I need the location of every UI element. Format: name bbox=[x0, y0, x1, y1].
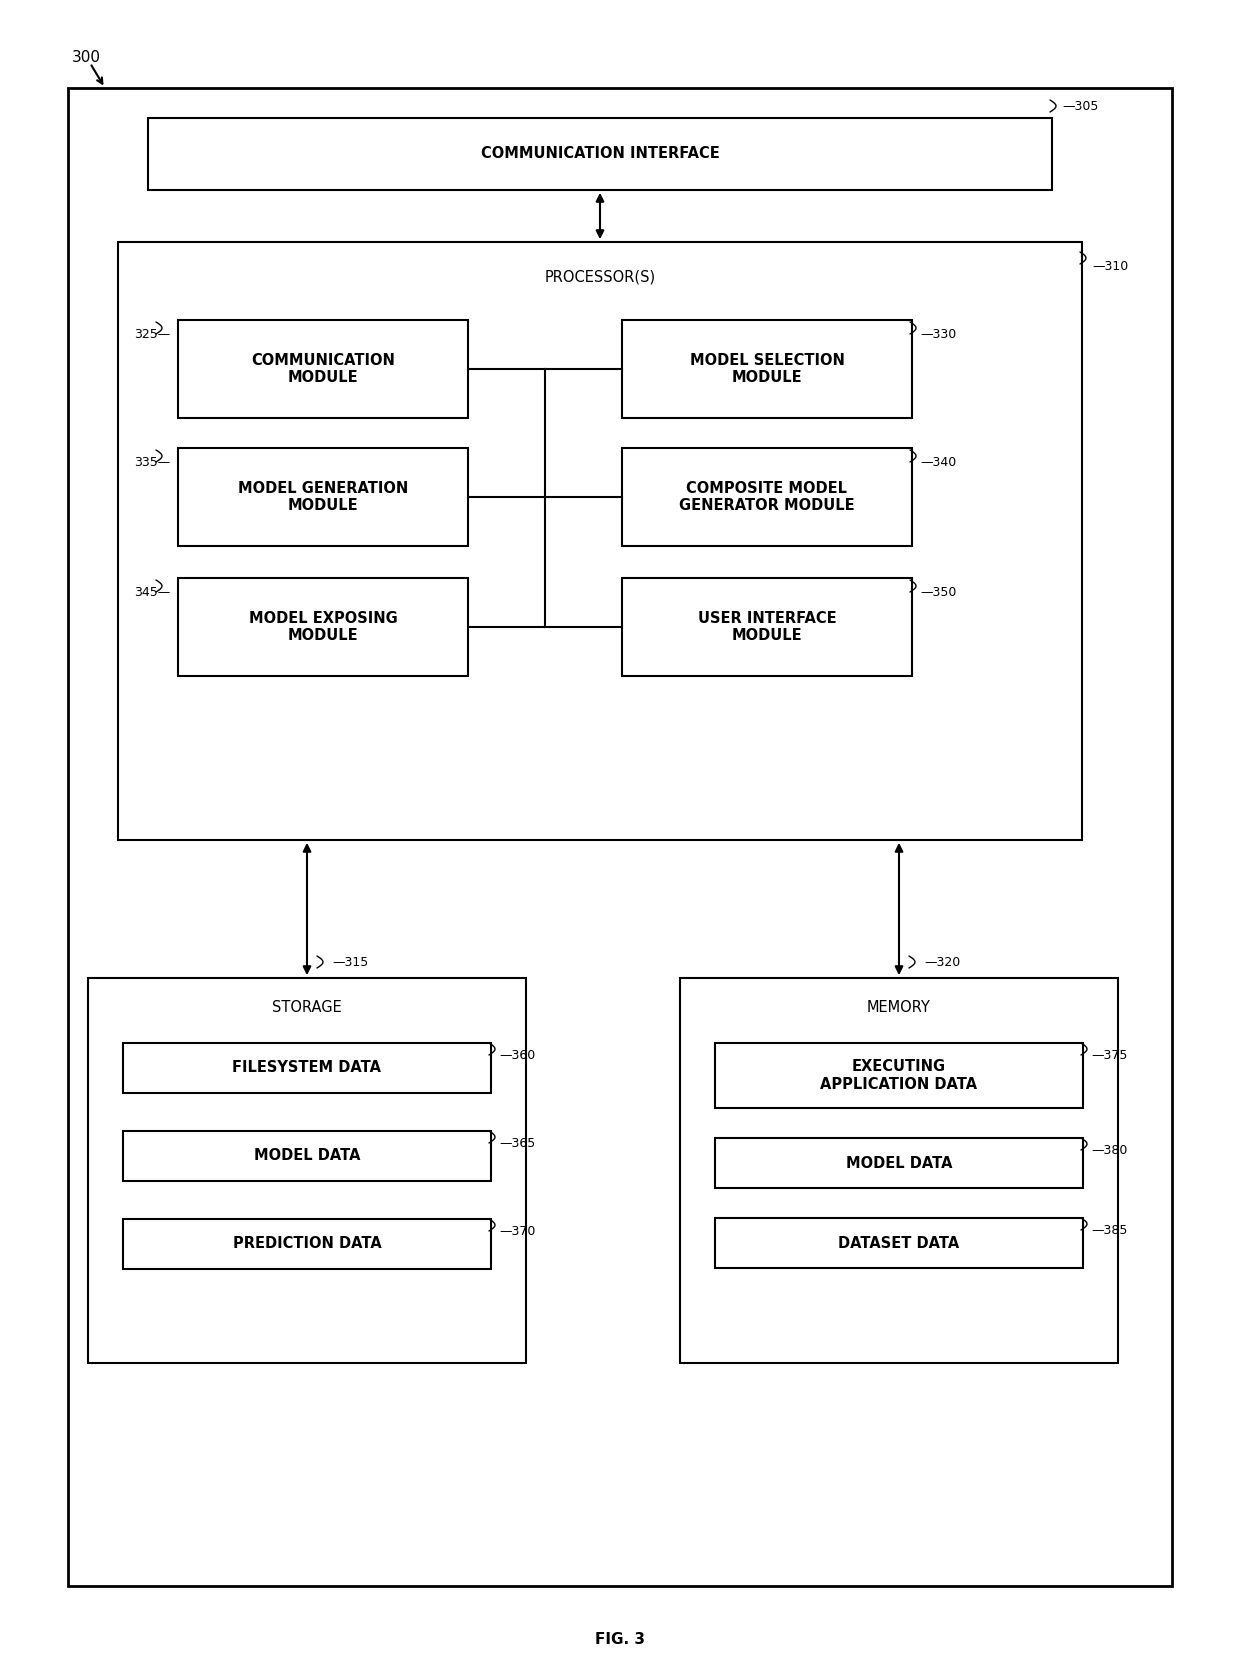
Text: MODEL GENERATION
MODULE: MODEL GENERATION MODULE bbox=[238, 480, 408, 514]
Text: USER INTERFACE
MODULE: USER INTERFACE MODULE bbox=[698, 611, 836, 643]
Text: FILESYSTEM DATA: FILESYSTEM DATA bbox=[233, 1061, 382, 1076]
Text: —320: —320 bbox=[924, 957, 960, 969]
Bar bbox=[179, 578, 467, 677]
Text: —365: —365 bbox=[498, 1137, 536, 1150]
Bar bbox=[88, 977, 526, 1363]
Text: —370: —370 bbox=[498, 1226, 536, 1237]
Text: —310: —310 bbox=[1092, 260, 1128, 274]
Text: STORAGE: STORAGE bbox=[272, 1001, 342, 1016]
Bar bbox=[622, 448, 911, 546]
Bar bbox=[179, 321, 467, 418]
Text: 325—: 325— bbox=[134, 327, 170, 341]
Text: 300: 300 bbox=[72, 50, 100, 65]
Text: MEMORY: MEMORY bbox=[867, 1001, 931, 1016]
Bar bbox=[118, 242, 1083, 839]
Text: —380: —380 bbox=[1091, 1143, 1127, 1157]
Bar bbox=[123, 1219, 491, 1269]
Text: EXECUTING
APPLICATION DATA: EXECUTING APPLICATION DATA bbox=[821, 1059, 977, 1091]
Text: COMPOSITE MODEL
GENERATOR MODULE: COMPOSITE MODEL GENERATOR MODULE bbox=[680, 480, 854, 514]
Text: —315: —315 bbox=[332, 957, 368, 969]
Bar bbox=[179, 448, 467, 546]
Text: MODEL DATA: MODEL DATA bbox=[254, 1148, 361, 1164]
Bar bbox=[123, 1132, 491, 1180]
Text: MODEL DATA: MODEL DATA bbox=[846, 1155, 952, 1170]
Text: MODEL SELECTION
MODULE: MODEL SELECTION MODULE bbox=[689, 353, 844, 384]
Text: —330: —330 bbox=[920, 327, 956, 341]
Text: —340: —340 bbox=[920, 457, 956, 468]
Text: COMMUNICATION
MODULE: COMMUNICATION MODULE bbox=[250, 353, 394, 384]
Text: PROCESSOR(S): PROCESSOR(S) bbox=[544, 270, 656, 284]
Text: 335—: 335— bbox=[134, 457, 170, 468]
Text: —375: —375 bbox=[1091, 1049, 1127, 1063]
Bar bbox=[148, 118, 1052, 190]
Text: PREDICTION DATA: PREDICTION DATA bbox=[233, 1236, 382, 1251]
Bar bbox=[715, 1043, 1083, 1108]
Text: —385: —385 bbox=[1091, 1224, 1127, 1237]
Bar bbox=[622, 321, 911, 418]
Bar bbox=[68, 87, 1172, 1587]
Text: —360: —360 bbox=[498, 1049, 536, 1063]
Text: COMMUNICATION INTERFACE: COMMUNICATION INTERFACE bbox=[481, 146, 719, 161]
Bar bbox=[680, 977, 1118, 1363]
Text: —305: —305 bbox=[1061, 99, 1099, 112]
Bar bbox=[622, 578, 911, 677]
Text: DATASET DATA: DATASET DATA bbox=[838, 1236, 960, 1251]
Text: —350: —350 bbox=[920, 586, 956, 599]
Bar bbox=[715, 1217, 1083, 1268]
Text: MODEL EXPOSING
MODULE: MODEL EXPOSING MODULE bbox=[249, 611, 397, 643]
Text: FIG. 3: FIG. 3 bbox=[595, 1632, 645, 1647]
Bar bbox=[123, 1043, 491, 1093]
Bar bbox=[715, 1138, 1083, 1189]
Text: 345—: 345— bbox=[134, 586, 170, 599]
